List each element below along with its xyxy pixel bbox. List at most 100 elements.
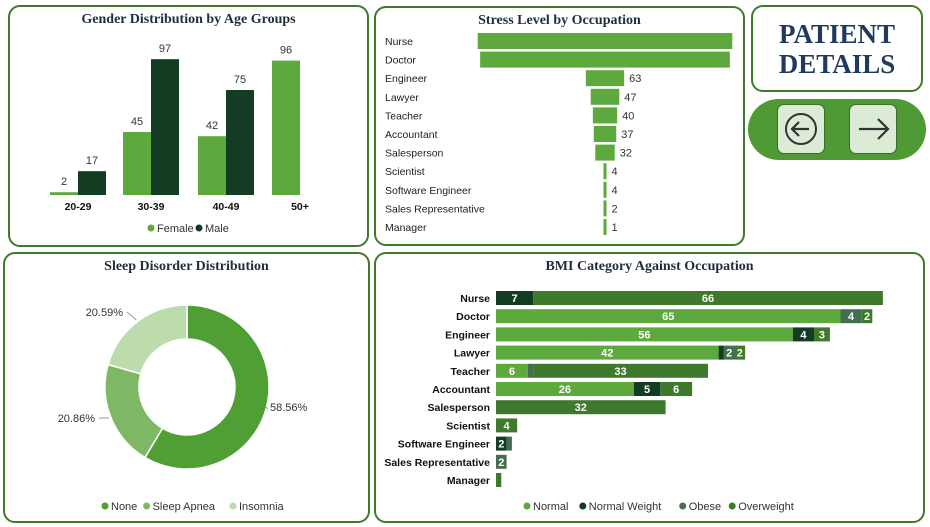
bmi-bar-segment[interactable]	[506, 436, 512, 451]
gender-category-label: 50+	[291, 201, 309, 213]
sleep-panel: Sleep Disorder Distribution 58.56% 20.86%…	[3, 252, 370, 523]
stress-category-label: Doctor	[385, 55, 416, 67]
stress-bar-4[interactable]	[592, 107, 618, 124]
gender-chart-title: Gender Distribution by Age Groups	[81, 12, 296, 27]
bmi-value-label: 42	[601, 348, 613, 360]
legend-swatch	[147, 224, 155, 232]
sleep-value-label: 20.86%	[58, 413, 96, 425]
legend-label: Male	[205, 223, 229, 235]
stress-bar-6[interactable]	[595, 144, 615, 161]
bmi-bar-segment[interactable]	[734, 345, 746, 360]
gender-value-label: 97	[159, 43, 171, 55]
stress-bar-8[interactable]	[603, 181, 607, 198]
bmi-bar-segment[interactable]	[840, 309, 862, 324]
stress-value-label: 63	[629, 73, 641, 85]
bmi-category-label: Accountant	[432, 384, 490, 396]
legend-label: Female	[157, 223, 194, 235]
bmi-bar-segment[interactable]	[496, 291, 534, 305]
legend-swatch	[679, 502, 687, 510]
bmi-value-label: 6	[673, 384, 679, 396]
bmi-bar-segment[interactable]	[496, 473, 502, 487]
bmi-bar-segment[interactable]	[723, 345, 735, 360]
previous-page-button[interactable]	[777, 104, 825, 154]
stress-value-label: 4	[612, 185, 618, 197]
bmi-bar-segment[interactable]	[533, 363, 708, 378]
stress-bar-1[interactable]	[480, 51, 730, 68]
patient-details-card[interactable]: PATIENT DETAILS	[751, 5, 923, 92]
bmi-bar-segment[interactable]	[496, 309, 841, 324]
gender-category-label: 20-29	[65, 201, 92, 213]
gender-bar-male-0[interactable]	[78, 171, 106, 195]
bmi-bar-segment[interactable]	[496, 454, 507, 469]
stress-bar-5[interactable]	[593, 126, 617, 142]
sleep-value-label: 20.59%	[86, 307, 124, 319]
bmi-category-label: Sales Representative	[384, 457, 490, 469]
sleep-slice-1[interactable]	[104, 363, 164, 459]
bmi-value-label: 26	[559, 384, 571, 396]
bmi-value-label: 32	[575, 402, 587, 414]
arrow-right-icon	[859, 118, 890, 140]
sleep-leader-line	[126, 311, 137, 321]
stress-value-label: 32	[620, 148, 632, 160]
bmi-value-label: 4	[800, 329, 807, 341]
bmi-bar-segment[interactable]	[496, 363, 528, 378]
stress-bar-3[interactable]	[590, 88, 620, 105]
next-page-button[interactable]	[849, 104, 897, 154]
stress-chart-title: Stress Level by Occupation	[478, 13, 641, 28]
gender-bar-female-0[interactable]	[50, 192, 78, 195]
stress-category-label: Nurse	[385, 36, 413, 48]
bmi-bar-segment[interactable]	[527, 363, 534, 378]
gender-bar-male-1[interactable]	[151, 59, 179, 196]
bmi-bar-segment[interactable]	[496, 327, 793, 342]
bmi-chart-title: BMI Category Against Occupation	[545, 259, 754, 274]
legend-swatch	[728, 502, 736, 510]
legend-swatch	[523, 502, 531, 510]
bmi-panel: BMI Category Against Occupation Nurse 7 66…	[374, 252, 925, 523]
gender-bar-female-3[interactable]	[272, 60, 300, 195]
bmi-category-label: Software Engineer	[398, 439, 490, 451]
legend-label: Insomnia	[239, 501, 285, 513]
bmi-value-label: 2	[498, 439, 504, 451]
bmi-bar-segment[interactable]	[861, 309, 873, 324]
bmi-category-label: Nurse	[460, 293, 490, 305]
stress-category-label: Sales Representative	[385, 203, 485, 215]
bmi-bar-segment[interactable]	[660, 382, 693, 396]
bmi-bar-segment[interactable]	[496, 400, 666, 415]
gender-bar-female-1[interactable]	[123, 132, 151, 195]
bmi-bar-segment[interactable]	[718, 345, 724, 360]
sleep-slice-2[interactable]	[107, 304, 188, 375]
sleep-value-label: 58.56%	[270, 402, 308, 414]
gender-value-label: 2	[61, 176, 67, 188]
stress-bar-10[interactable]	[603, 219, 607, 235]
stress-category-label: Software Engineer	[385, 185, 472, 197]
bmi-value-label: 7	[511, 293, 517, 305]
stress-bar-9[interactable]	[603, 200, 607, 217]
stress-bar-2[interactable]	[585, 70, 625, 87]
bmi-bar-segment[interactable]	[496, 345, 719, 360]
bmi-bar-segment[interactable]	[633, 382, 661, 396]
patient-details-line2: DETAILS	[778, 48, 896, 79]
gender-bar-female-2[interactable]	[198, 136, 226, 195]
gender-bar-male-2[interactable]	[226, 90, 254, 195]
bmi-value-label: 33	[614, 366, 626, 378]
sleep-chart: 58.56% 20.86% 20.59% None Sleep Apnea Insomni…	[58, 304, 308, 513]
bmi-bar-segment[interactable]	[496, 418, 518, 433]
stress-category-label: Engineer	[385, 73, 428, 85]
sleep-slice-0[interactable]	[143, 304, 270, 470]
bmi-category-label: Doctor	[456, 311, 490, 323]
legend-swatch	[579, 502, 587, 510]
stress-bar-0[interactable]	[477, 33, 733, 49]
bmi-value-label: 4	[848, 311, 855, 323]
bmi-bar-segment[interactable]	[814, 327, 830, 342]
legend-swatch	[101, 502, 109, 510]
bmi-bar-segment[interactable]	[792, 327, 814, 342]
bmi-bar-segment[interactable]	[496, 382, 634, 396]
stress-category-label: Lawyer	[385, 92, 419, 104]
bmi-value-label: 66	[702, 293, 714, 305]
bmi-bar-segment[interactable]	[533, 291, 883, 305]
stress-panel: Stress Level by Occupation Nurse Doctor En…	[374, 6, 745, 246]
bmi-bar-segment[interactable]	[496, 436, 507, 451]
stress-bar-7[interactable]	[603, 163, 607, 180]
bmi-category-label: Teacher	[451, 366, 491, 378]
